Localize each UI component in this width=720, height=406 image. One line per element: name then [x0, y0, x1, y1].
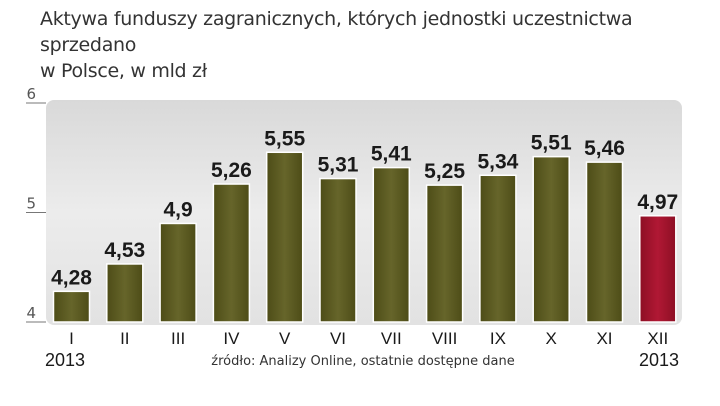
chart-title-line-2: w Polsce, w mld zł [40, 60, 207, 82]
x-tick-label: VIII [432, 329, 458, 348]
x-tick-label: V [279, 329, 291, 348]
plot-panel [46, 100, 682, 325]
bar-VII [372, 166, 411, 323]
year-label-right: 2013 [639, 350, 679, 370]
x-tick-label: II [120, 329, 129, 348]
bar-V [265, 151, 304, 323]
bar-VIII [425, 184, 464, 323]
data-label: 4,9 [163, 198, 192, 221]
x-tick-label: X [546, 329, 557, 348]
y-tick-label: 5 [26, 195, 36, 213]
x-tick-label: IX [490, 329, 506, 348]
bar-II [106, 263, 144, 323]
data-label: 5,51 [531, 132, 572, 155]
data-label: 5,41 [371, 143, 412, 166]
bar-IV [212, 183, 251, 323]
data-label: 4,97 [637, 191, 678, 214]
data-label: 5,34 [477, 150, 518, 173]
bar-III [159, 222, 197, 323]
x-tick-label: VII [381, 329, 402, 348]
x-tick-label: III [171, 329, 185, 348]
bar-X [532, 155, 570, 323]
data-label: 5,25 [424, 160, 465, 183]
data-label: 5,55 [264, 127, 305, 150]
chart-title-line-1: Aktywa funduszy zagranicznych, których j… [40, 8, 633, 56]
data-label: 4,53 [104, 239, 145, 262]
y-tick-label: 4 [26, 304, 36, 322]
x-tick-label: VI [330, 329, 346, 348]
x-tick-label: IV [223, 329, 240, 348]
bar-XI [585, 161, 624, 323]
x-tick-label: XI [596, 329, 612, 348]
data-label: 4,28 [51, 266, 92, 289]
bars: 4,28 4,53 4,9 5,26 5,55 5,31 5,41 5,25 5,34 5,51 5… [51, 127, 678, 323]
chart-title: Aktywa funduszy zagranicznych, których j… [40, 6, 710, 84]
data-label: 5,26 [211, 159, 252, 182]
data-label: 5,31 [318, 154, 359, 177]
bar-I [52, 290, 91, 323]
y-axis: 4 5 6 [26, 85, 46, 323]
x-axis: I II III IV V VI VII VIII IX X XI XII [69, 329, 668, 348]
bar-XII [639, 215, 677, 323]
x-tick-label: XII [647, 329, 668, 348]
x-tick-label: I [69, 329, 74, 348]
bar-IX [479, 174, 517, 323]
bar-VI [319, 177, 357, 323]
source-note: źródło: Analizy Online, ostatnie dostępn… [211, 354, 514, 369]
y-tick-label: 6 [26, 85, 36, 103]
year-label-left: 2013 [45, 350, 85, 370]
data-label: 5,46 [584, 137, 625, 160]
